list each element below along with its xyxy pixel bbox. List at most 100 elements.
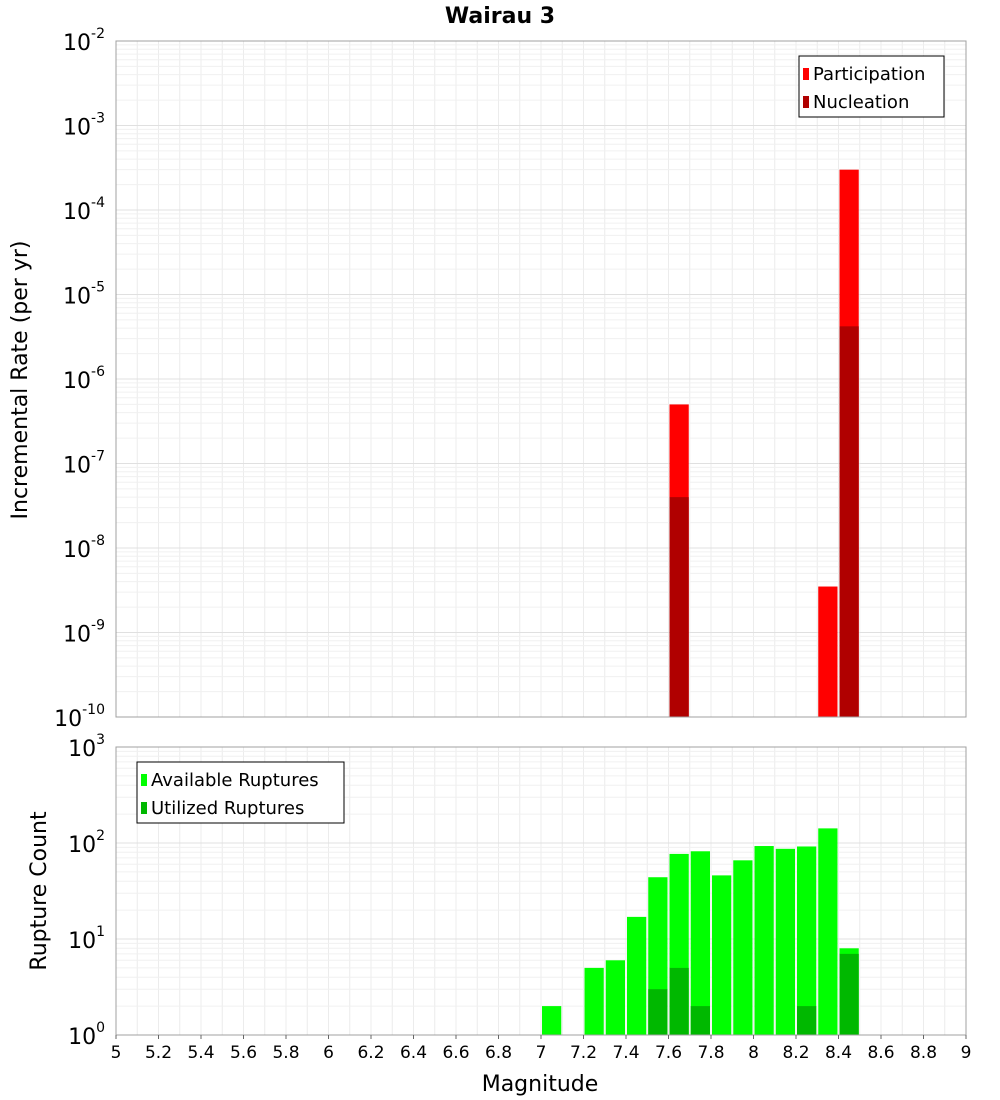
bar-available-ruptures — [733, 860, 753, 1035]
bottom-legend: Available Ruptures Utilized Ruptures — [136, 761, 345, 824]
y-tick-exponent: -10 — [82, 702, 105, 718]
bar-available-ruptures — [584, 967, 604, 1035]
legend-box — [798, 55, 945, 118]
y-tick-exponent: -6 — [91, 364, 105, 380]
y-tick-base: 10 — [68, 929, 96, 954]
bar-available-ruptures — [690, 851, 710, 1035]
y-tick-base: 10 — [63, 623, 91, 648]
bar-utilized-ruptures — [669, 967, 689, 1035]
bar-nucleation — [839, 326, 859, 717]
y-tick-exponent: -5 — [91, 280, 105, 296]
y-tick-label: 10-2 — [63, 26, 105, 56]
legend-swatch — [803, 68, 809, 80]
y-tick-base: 10 — [63, 369, 91, 394]
y-tick-label: 100 — [68, 1020, 105, 1050]
chart-title: Wairau 3 — [445, 4, 555, 29]
y-tick-base: 10 — [68, 737, 96, 762]
bar-utilized-ruptures — [797, 1006, 817, 1035]
x-tick-label: 6.4 — [400, 1043, 427, 1063]
y-tick-label: 101 — [68, 924, 105, 954]
bar-available-ruptures — [797, 846, 817, 1035]
y-tick-base: 10 — [63, 31, 91, 56]
x-tick-label: 7.6 — [655, 1043, 682, 1063]
top-grid — [115, 41, 967, 718]
x-tick-label: 8 — [748, 1043, 759, 1063]
y-tick-label: 10-8 — [63, 533, 105, 563]
y-tick-exponent: 0 — [96, 1020, 105, 1036]
y-tick-label: 10-5 — [63, 280, 105, 310]
y-tick-base: 10 — [68, 1025, 96, 1050]
x-tick-label: 5.8 — [272, 1043, 299, 1063]
x-tick-label: 7.2 — [570, 1043, 597, 1063]
y-tick-exponent: 1 — [96, 924, 105, 940]
x-tick-label: 5.6 — [230, 1043, 257, 1063]
x-tick-label: 8.2 — [782, 1043, 809, 1063]
bottom-y-axis-label: Rupture Count — [27, 811, 52, 971]
bar-utilized-ruptures — [839, 953, 859, 1035]
y-tick-exponent: 2 — [96, 828, 105, 844]
legend-label: Utilized Ruptures — [151, 798, 304, 819]
y-tick-exponent: -8 — [91, 533, 105, 549]
top-y-axis-label: Incremental Rate (per yr) — [8, 241, 33, 520]
x-tick-label: 6.6 — [442, 1043, 469, 1063]
x-tick-label: 5.4 — [187, 1043, 214, 1063]
top-legend: Participation Nucleation — [798, 55, 945, 118]
y-tick-base: 10 — [68, 833, 96, 858]
x-tick-label: 7.4 — [612, 1043, 639, 1063]
x-tick-label: 8.8 — [910, 1043, 937, 1063]
x-tick-label: 6 — [323, 1043, 334, 1063]
bar-available-ruptures — [542, 1006, 562, 1035]
y-tick-label: 10-7 — [63, 449, 105, 479]
x-tick-label: 6.8 — [485, 1043, 512, 1063]
x-tick-label: 5.2 — [145, 1043, 172, 1063]
bar-participation — [818, 586, 838, 717]
x-tick-label: 8.4 — [825, 1043, 852, 1063]
y-tick-label: 10-4 — [63, 195, 105, 225]
y-tick-label: 103 — [68, 732, 105, 762]
bar-available-ruptures — [818, 828, 838, 1035]
y-tick-label: 10-3 — [63, 111, 105, 141]
x-tick-label: 8.6 — [867, 1043, 894, 1063]
bar-available-ruptures — [627, 916, 647, 1035]
legend-label: Participation — [813, 64, 925, 85]
y-tick-label: 10-6 — [63, 364, 105, 394]
y-tick-label: 10-10 — [54, 702, 105, 732]
legend-swatch — [141, 802, 147, 814]
y-tick-exponent: -7 — [91, 449, 105, 465]
y-tick-exponent: -2 — [91, 26, 105, 42]
bar-nucleation — [669, 497, 689, 717]
y-tick-base: 10 — [63, 200, 91, 225]
legend-swatch — [141, 774, 147, 786]
legend-label: Available Ruptures — [151, 770, 319, 791]
bar-utilized-ruptures — [648, 989, 668, 1035]
y-tick-label: 10-9 — [63, 618, 105, 648]
x-tick-label: 5 — [111, 1043, 122, 1063]
top-plot-border — [115, 40, 967, 718]
y-tick-base: 10 — [54, 707, 82, 732]
bar-available-ruptures — [712, 875, 732, 1035]
legend-label: Nucleation — [813, 92, 909, 113]
bottom-x-ticks: 5 5.2 5.4 5.6 5.8 6 6.2 6.4 6.6 6.8 7 7.2 7.4 7.6 7.8 8… — [111, 1035, 971, 1063]
y-tick-base: 10 — [63, 454, 91, 479]
x-tick-label: 7.8 — [697, 1043, 724, 1063]
y-tick-base: 10 — [63, 538, 91, 563]
bottom-bars — [542, 828, 859, 1035]
x-axis-label: Magnitude — [482, 1072, 599, 1097]
bar-available-ruptures — [754, 846, 774, 1035]
y-tick-label: 102 — [68, 828, 105, 858]
x-tick-label: 6.2 — [357, 1043, 384, 1063]
top-bars — [669, 169, 859, 718]
legend-box — [136, 761, 345, 824]
bar-utilized-ruptures — [690, 1006, 710, 1035]
y-tick-base: 10 — [63, 285, 91, 310]
legend-swatch — [803, 96, 809, 108]
bar-available-ruptures — [775, 848, 795, 1035]
y-tick-exponent: 3 — [96, 732, 105, 748]
y-tick-exponent: -3 — [91, 111, 105, 127]
y-tick-exponent: -4 — [91, 195, 105, 211]
